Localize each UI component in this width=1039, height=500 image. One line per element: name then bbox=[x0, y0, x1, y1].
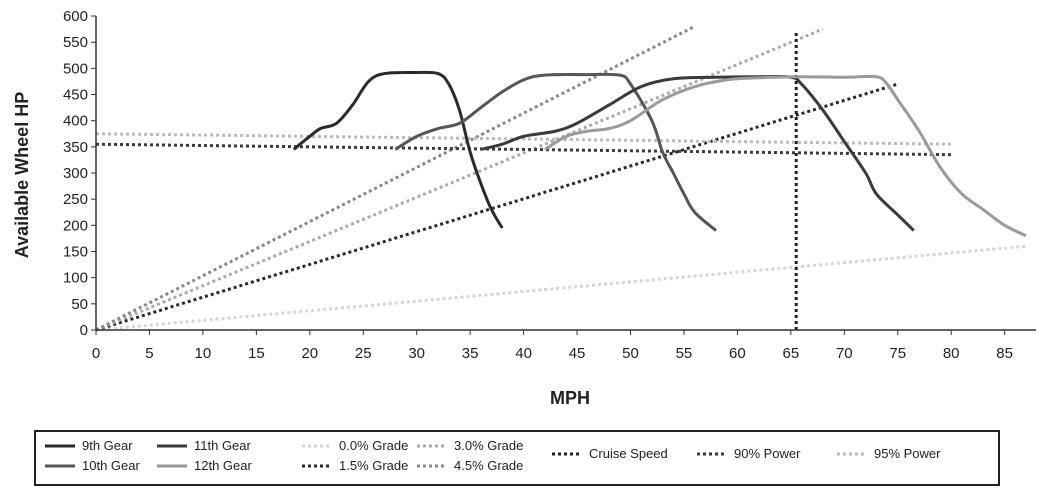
legend-item-1-5-grade: 1.5% Grade bbox=[301, 458, 408, 473]
legend-item-3-0-grade: 3.0% Grade bbox=[416, 438, 523, 453]
y-tick-label: 600 bbox=[63, 8, 88, 25]
x-axis-title: MPH bbox=[550, 388, 590, 408]
legend-label: 0.0% Grade bbox=[339, 438, 409, 453]
x-tick-label: 5 bbox=[145, 345, 153, 362]
series-1-5-grade bbox=[95, 82, 899, 332]
legend-swatch bbox=[45, 464, 75, 467]
y-tick-label: 0 bbox=[80, 322, 88, 339]
y-tick-label: 50 bbox=[71, 296, 88, 313]
y-tick-labels: 0 50 100 150 200 250 300 350 400 450 500 550 600 bbox=[63, 8, 88, 339]
series-12th-gear bbox=[544, 74, 1027, 238]
series-4-5-grade bbox=[95, 25, 696, 332]
series-layer bbox=[95, 25, 1027, 332]
x-tick-label: 60 bbox=[729, 345, 746, 362]
legend-item-0-0-grade: 0.0% Grade bbox=[301, 438, 408, 453]
y-tick-label: 300 bbox=[63, 165, 88, 182]
x-tick-label: 50 bbox=[622, 345, 639, 362]
legend-swatch bbox=[417, 444, 447, 447]
x-tick-label: 55 bbox=[676, 345, 693, 362]
legend-swatch bbox=[302, 464, 332, 467]
x-tick-label: 45 bbox=[569, 345, 586, 362]
x-tick-label: 10 bbox=[195, 345, 212, 362]
legend-item-90-power: 90% Power bbox=[696, 446, 800, 461]
x-tick-label: 80 bbox=[943, 345, 960, 362]
legend-item-cruise-speed: Cruise Speed bbox=[551, 446, 668, 461]
legend-swatch bbox=[45, 444, 75, 447]
legend-label: 4.5% Grade bbox=[454, 458, 524, 473]
legend-label: 10th Gear bbox=[82, 458, 140, 473]
legend-item-4-5-grade: 4.5% Grade bbox=[416, 458, 523, 473]
y-axis-title: Available Wheel HP bbox=[12, 92, 32, 258]
chart-area: 0 5 10 15 20 25 30 35 40 45 50 55 60 65 70 75 80 85 0 50 10… bbox=[12, 8, 1036, 408]
legend-swatch bbox=[157, 464, 187, 467]
y-tick-label: 350 bbox=[63, 139, 88, 156]
legend-item-12th-gear: 12th Gear bbox=[156, 458, 252, 473]
legend-label: Cruise Speed bbox=[589, 446, 668, 461]
x-tick-label: 15 bbox=[248, 345, 265, 362]
series-10th-gear bbox=[394, 72, 717, 232]
legend-item-95-power: 95% Power bbox=[836, 446, 940, 461]
x-tick-label: 30 bbox=[408, 345, 425, 362]
legend-label: 9th Gear bbox=[82, 438, 133, 453]
x-tick-label: 0 bbox=[92, 345, 100, 362]
legend-item-10th-gear: 10th Gear bbox=[44, 458, 140, 473]
legend-label: 12th Gear bbox=[194, 458, 252, 473]
y-tick-label: 100 bbox=[63, 270, 88, 287]
x-tick-label: 40 bbox=[515, 345, 532, 362]
y-tick-label: 200 bbox=[63, 217, 88, 234]
y-tick-label: 400 bbox=[63, 113, 88, 130]
y-tick-label: 500 bbox=[63, 60, 88, 77]
legend-label: 3.0% Grade bbox=[454, 438, 524, 453]
y-tick-label: 550 bbox=[63, 34, 88, 51]
x-tick-label: 85 bbox=[996, 345, 1013, 362]
x-tick-label: 35 bbox=[462, 345, 479, 362]
series-90-power bbox=[95, 142, 952, 157]
series-95-power bbox=[95, 132, 952, 146]
legend-swatch bbox=[552, 452, 582, 455]
legend-swatch bbox=[697, 452, 727, 455]
axes bbox=[91, 15, 1036, 335]
series-9th-gear bbox=[292, 70, 504, 229]
x-tick-label: 25 bbox=[355, 345, 372, 362]
legend-label: 95% Power bbox=[874, 446, 941, 461]
x-tick-label: 20 bbox=[301, 345, 318, 362]
x-tick-label: 75 bbox=[889, 345, 906, 362]
legend: 9th Gear 10th Gear 11th Gear 12th Gear 0.0% … bbox=[34, 430, 1000, 486]
y-tick-label: 450 bbox=[63, 87, 88, 104]
legend-swatch bbox=[157, 444, 187, 447]
legend-label: 90% Power bbox=[734, 446, 801, 461]
legend-swatch bbox=[417, 464, 447, 467]
series-3-0-grade bbox=[95, 27, 824, 332]
x-tick-labels: 0 5 10 15 20 25 30 35 40 45 50 55 60 65 70 75 80 85 bbox=[92, 345, 1013, 362]
x-tick-label: 65 bbox=[783, 345, 800, 362]
legend-label: 11th Gear bbox=[194, 438, 251, 453]
y-tick-label: 150 bbox=[63, 244, 88, 261]
x-tick-label: 70 bbox=[836, 345, 853, 362]
legend-label: 1.5% Grade bbox=[339, 458, 409, 473]
legend-item-11th-gear: 11th Gear bbox=[156, 438, 251, 453]
series-11th-gear bbox=[480, 75, 915, 232]
y-tick-label: 250 bbox=[63, 191, 88, 208]
legend-swatch bbox=[837, 452, 867, 455]
legend-swatch bbox=[302, 444, 332, 447]
legend-item-9th-gear: 9th Gear bbox=[44, 438, 133, 453]
